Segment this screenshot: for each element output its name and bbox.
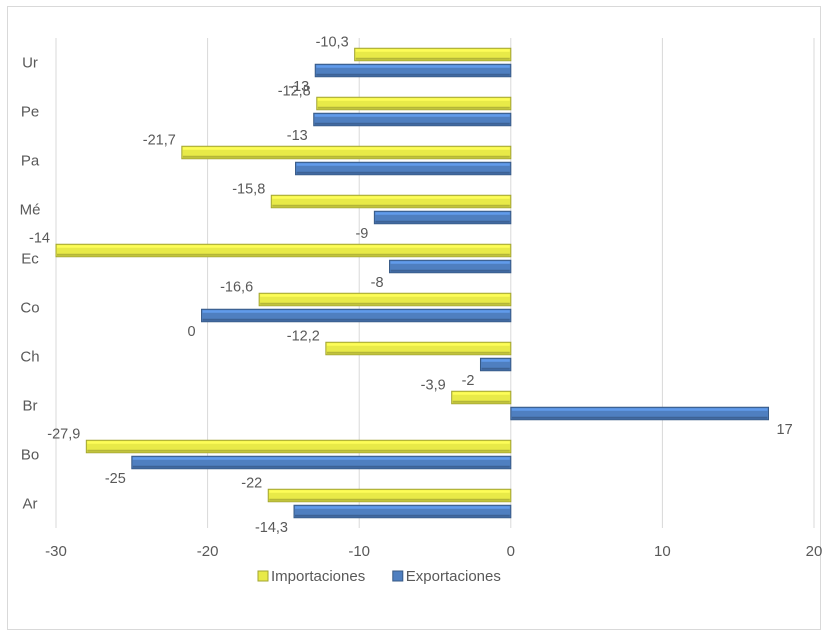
legend: Importaciones Exportaciones (257, 568, 501, 585)
data-label: -2 (462, 373, 475, 389)
y-tick-label: Bo (21, 447, 39, 464)
y-tick-label: Ar (23, 496, 38, 513)
legend-swatch (257, 570, 269, 582)
bar-exportaciones (201, 308, 512, 323)
data-label: -9 (355, 226, 368, 242)
bar-exportaciones (479, 357, 512, 372)
data-label: -3,9 (421, 377, 446, 393)
bar-exportaciones (313, 112, 512, 127)
bar-importaciones (55, 243, 512, 258)
data-label: -13 (288, 79, 309, 95)
bar-exportaciones (510, 406, 770, 421)
bar-exportaciones (295, 161, 512, 176)
bar-importaciones (316, 96, 512, 111)
y-tick-label: Ch (20, 349, 39, 366)
x-tick-label: -10 (348, 543, 370, 560)
x-tick-label: 0 (507, 543, 515, 560)
bar-importaciones (181, 145, 512, 160)
bar-exportaciones (293, 504, 512, 519)
data-label: -22 (241, 475, 262, 491)
data-label: -12,8 (278, 83, 311, 99)
bar-importaciones (451, 390, 512, 405)
data-label: -15,8 (232, 181, 265, 197)
y-tick-label: Mé (20, 202, 41, 219)
data-label: -21,7 (143, 132, 176, 148)
data-label: -8 (371, 275, 384, 291)
data-label: -14,3 (255, 520, 288, 536)
data-labels: -22 -14,3 -27,9 -25 -3,9 17 -12,2 -2 -16,6 0 -14 -8… (29, 34, 793, 536)
x-tick-label: 10 (654, 543, 671, 560)
legend-label: Importaciones (271, 568, 365, 585)
legend-label: Exportaciones (406, 568, 501, 585)
data-label: -13 (287, 128, 308, 144)
bar-exportaciones (314, 63, 512, 78)
bar-exportaciones (389, 259, 512, 274)
bar-importaciones (354, 47, 512, 62)
chart-frame (7, 6, 821, 630)
bar-exportaciones (373, 210, 512, 225)
legend-swatch (392, 570, 404, 582)
x-tick-label: -20 (197, 543, 219, 560)
y-tick-label: Ur (22, 55, 38, 72)
y-tick-label: Br (23, 398, 38, 415)
y-tick-label: Co (20, 300, 39, 317)
bar-importaciones (270, 194, 512, 209)
bar-importaciones (85, 439, 512, 454)
data-label: -10,3 (316, 34, 349, 50)
data-label: -12,2 (287, 328, 320, 344)
data-label: -16,6 (220, 279, 253, 295)
data-label: 17 (777, 422, 793, 438)
y-tick-label: Ec (21, 251, 39, 268)
bar-importaciones (325, 341, 512, 356)
y-tick-label: Pa (21, 153, 40, 170)
y-tick-label: Pe (21, 104, 39, 121)
bars (55, 47, 770, 519)
bar-importaciones (267, 488, 512, 503)
x-tick-label: 20 (806, 543, 823, 560)
x-tick-label: -30 (45, 543, 67, 560)
bar-importaciones (258, 292, 512, 307)
data-label: -25 (105, 471, 126, 487)
legend-item-importaciones: Importaciones (257, 568, 365, 585)
data-label: 0 (187, 324, 195, 340)
data-label: -14 (29, 230, 50, 246)
gridlines (55, 38, 815, 528)
bar-exportaciones (131, 455, 512, 470)
legend-item-exportaciones: Exportaciones (392, 568, 501, 585)
data-label: -27,9 (47, 426, 80, 442)
